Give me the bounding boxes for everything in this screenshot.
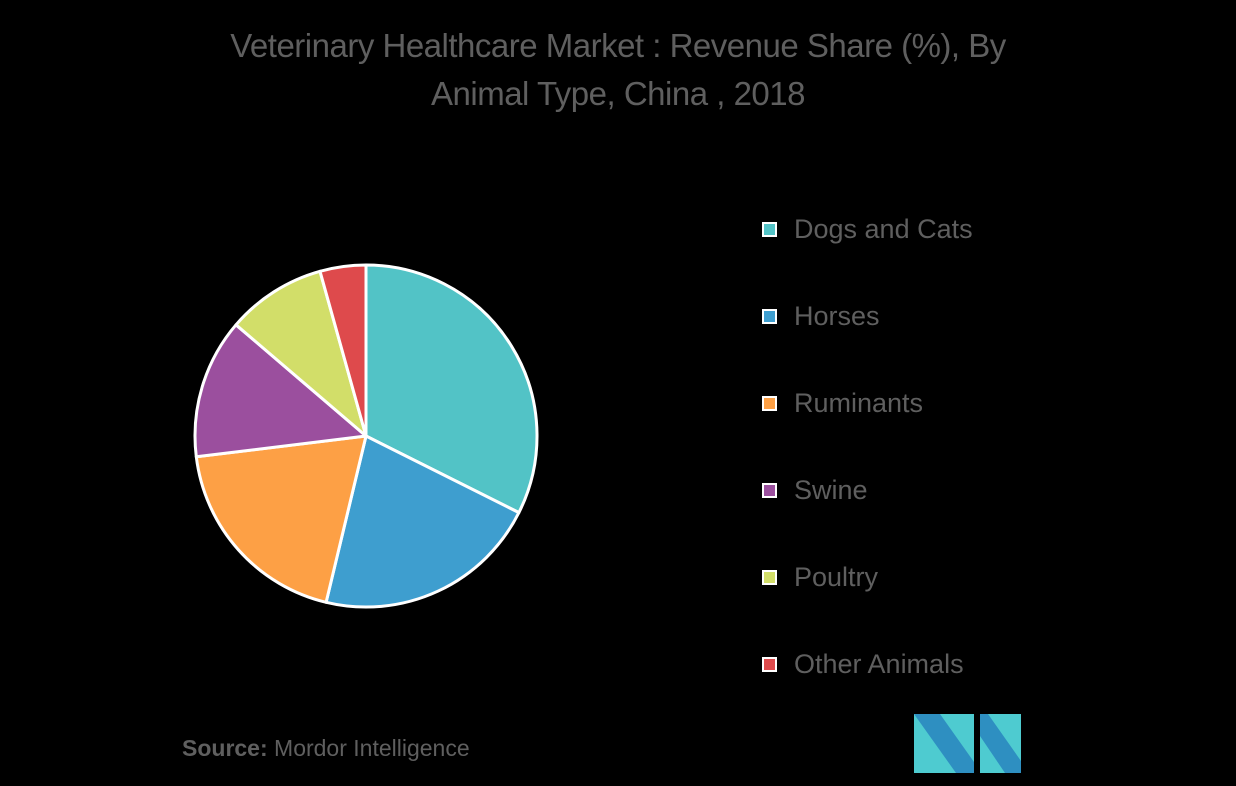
legend-swatch <box>762 483 777 498</box>
legend-item-poultry: Poultry <box>762 534 973 621</box>
chart-title: Veterinary Healthcare Market : Revenue S… <box>0 22 1236 118</box>
legend-label: Other Animals <box>794 649 964 679</box>
pie-slice-swine <box>193 323 368 459</box>
chart-title-line1: Veterinary Healthcare Market : Revenue S… <box>230 27 1006 64</box>
mordor-intelligence-logo-icon <box>914 714 1021 773</box>
legend-label: Swine <box>794 475 868 505</box>
legend: Dogs and Cats Horses Ruminants Swine Pou… <box>762 186 973 708</box>
legend-item-swine: Swine <box>762 447 973 534</box>
legend-swatch <box>762 396 777 411</box>
pie-slice-dogs-and-cats <box>364 263 539 515</box>
pie-slice-poultry <box>234 269 368 438</box>
legend-swatch <box>762 222 777 237</box>
legend-item-other-animals: Other Animals <box>762 621 973 708</box>
pie-slice-ruminants <box>194 434 368 604</box>
pie-slice-horses <box>324 434 521 609</box>
legend-item-ruminants: Ruminants <box>762 360 973 447</box>
legend-label: Horses <box>794 301 880 331</box>
source-note: Source: Mordor Intelligence <box>182 735 470 762</box>
chart-title-line2: Animal Type, China , 2018 <box>431 75 805 112</box>
legend-swatch <box>762 309 777 324</box>
legend-swatch <box>762 657 777 672</box>
legend-item-dogs-and-cats: Dogs and Cats <box>762 186 973 273</box>
legend-label: Ruminants <box>794 388 924 418</box>
source-text: Mordor Intelligence <box>274 735 470 761</box>
pie-slice-other-animals <box>318 263 368 438</box>
legend-label: Dogs and Cats <box>794 214 973 244</box>
legend-label: Poultry <box>794 562 879 592</box>
legend-swatch <box>762 570 777 585</box>
legend-item-horses: Horses <box>762 273 973 360</box>
source-prefix: Source: <box>182 735 268 761</box>
